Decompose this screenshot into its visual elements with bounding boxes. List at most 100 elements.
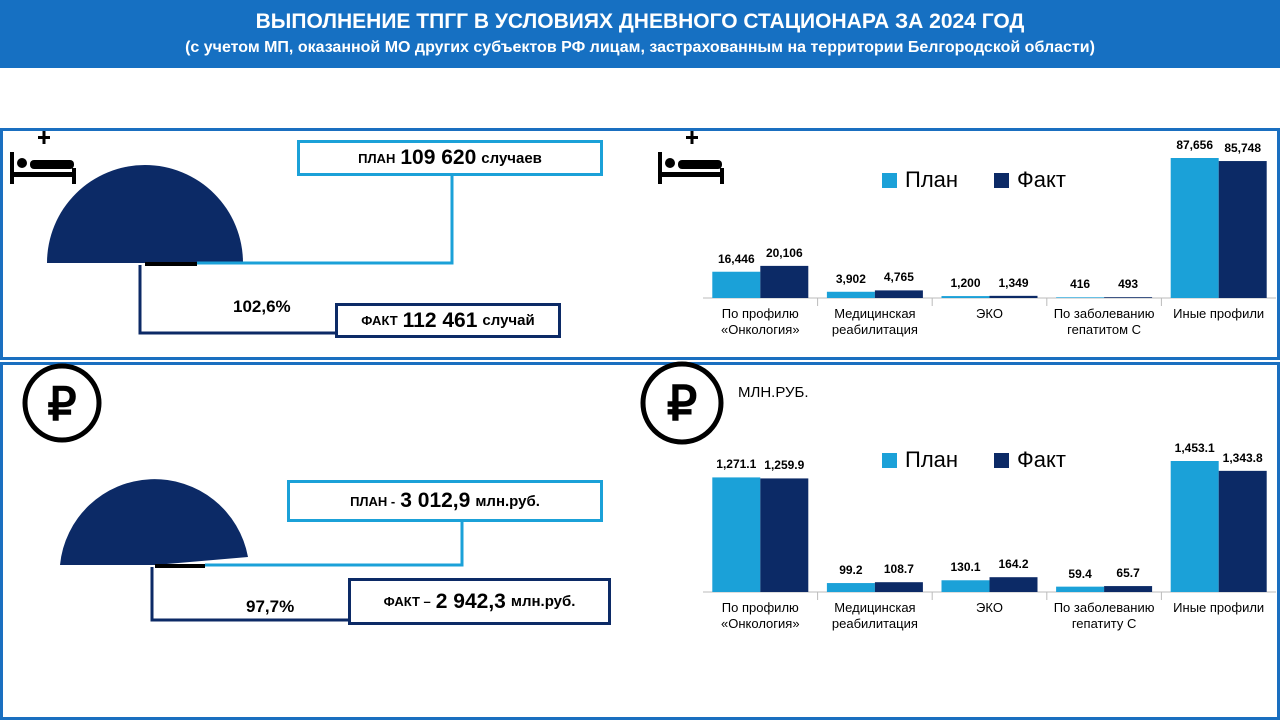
x-tick-label: Медицинская реабилитация [831, 600, 918, 631]
label: ПЛАН - [350, 493, 396, 509]
data-label: 65.7 [1116, 566, 1140, 581]
x-tick-label: Иные профили [1173, 600, 1265, 615]
legend-swatch [994, 452, 1009, 468]
bar [941, 580, 990, 592]
bed-icon [658, 131, 724, 184]
bar [874, 290, 923, 298]
x-tick-label: По профилю «Онкология» [721, 600, 800, 631]
title: ВЫПОЛНЕНИЕ ТПГГ В УСЛОВИЯХ ДНЕВНОГО СТАЦ… [255, 10, 1025, 33]
x-tick-label: Иные профили [1173, 306, 1265, 321]
plan-box: ПЛАН -3 012,9 млн.руб. [287, 480, 603, 522]
bar [712, 271, 761, 298]
bar [712, 477, 761, 592]
connector [197, 175, 454, 265]
bar [1056, 586, 1105, 592]
legend-swatch [882, 172, 897, 188]
data-label: 1,343.8 [1222, 450, 1263, 465]
data-label: 130.1 [950, 560, 981, 575]
data-label: 1,271.1 [716, 457, 757, 472]
legend-item: Факт [994, 447, 1066, 473]
connector [205, 521, 464, 567]
x-tick-label: ЭКО [976, 600, 1003, 615]
bar [760, 265, 809, 298]
bar [1170, 158, 1219, 298]
bar [1104, 297, 1153, 298]
value: 2 942,3 [435, 589, 506, 613]
unit: млн.руб. [510, 593, 576, 610]
x-tick-label: Медицинская реабилитация [831, 306, 918, 337]
fact-box: ФАКТ 112 461 случай [335, 303, 561, 338]
unit: млн.руб. [475, 492, 540, 510]
gauge [60, 479, 248, 565]
data-label: 416 [1070, 277, 1091, 292]
data-label: 99.2 [839, 563, 863, 578]
bar [1218, 470, 1267, 592]
bar [1170, 461, 1219, 592]
percent: 102,6% [233, 297, 291, 316]
data-label: 164.2 [998, 557, 1029, 572]
data-label: 1,349 [998, 275, 1029, 290]
ruble-icon: ₽ [22, 363, 102, 443]
data-label: 3,902 [835, 271, 866, 286]
unit-label: МЛН.РУБ. [738, 384, 809, 401]
data-label: 59.4 [1068, 566, 1092, 581]
legend-label: План [905, 447, 959, 472]
data-label: 20,106 [765, 245, 803, 260]
unit: случай [482, 312, 535, 329]
value: 3 012,9 [400, 489, 471, 512]
x-tick-label: По заболеванию гепатитом С [1053, 306, 1155, 337]
data-label: 87,656 [1176, 138, 1214, 152]
bar [1056, 297, 1105, 298]
unit: случаев [481, 149, 542, 167]
data-label: 4,765 [883, 270, 914, 285]
label: ФАКТ [361, 313, 398, 328]
data-label: 85,748 [1224, 141, 1262, 156]
value: 109 620 [400, 146, 477, 169]
legend-item: План [882, 447, 958, 473]
connector [138, 265, 335, 335]
x-tick-label: ЭКО [976, 306, 1003, 321]
label: ПЛАН [358, 150, 396, 166]
x-tick-label: По профилю «Онкология» [721, 306, 800, 337]
legend-swatch [882, 452, 897, 468]
legend-item: План [882, 167, 958, 193]
legend-label: Факт [1017, 447, 1066, 472]
gauge [47, 165, 243, 263]
percent: 97,7% [246, 597, 295, 616]
legend-swatch [994, 172, 1009, 188]
bed-icon [10, 131, 76, 184]
plan-box: ПЛАН 109 620 случаев [297, 140, 603, 176]
bar [941, 296, 990, 298]
bar [989, 577, 1038, 592]
x-tick-label: По заболеванию гепатиту С [1053, 600, 1155, 631]
header: ВЫПОЛНЕНИЕ ТПГГ В УСЛОВИЯХ ДНЕВНОГО СТАЦ… [0, 0, 1280, 68]
ruble-icon: ₽ [640, 361, 724, 445]
legend-label: План [905, 167, 959, 192]
fact-box: ФАКТ – 2 942,3 млн.руб. [348, 578, 611, 625]
bar [1104, 586, 1153, 592]
data-label: 16,446 [717, 251, 755, 266]
subtitle: (с учетом МП, оказанной МО других субъек… [185, 39, 1095, 56]
data-label: 1,259.9 [764, 458, 805, 473]
bar [1218, 161, 1267, 298]
svg-text:₽: ₽ [47, 378, 76, 430]
bar [826, 583, 875, 592]
label: ФАКТ – [383, 594, 431, 609]
legend-item: Факт [994, 167, 1066, 193]
data-label: 1,200 [950, 276, 981, 291]
data-label: 493 [1118, 277, 1139, 292]
charts [703, 158, 1276, 600]
legend-label: Факт [1017, 167, 1066, 192]
bar [826, 291, 875, 298]
data-label: 1,453.1 [1174, 441, 1215, 455]
bar [989, 295, 1038, 298]
panel [0, 128, 1280, 360]
bar [874, 582, 923, 592]
panel [0, 362, 1280, 720]
bar [760, 478, 809, 592]
svg-text:₽: ₽ [667, 378, 698, 431]
value: 112 461 [402, 308, 478, 332]
data-label: 108.7 [883, 562, 914, 577]
